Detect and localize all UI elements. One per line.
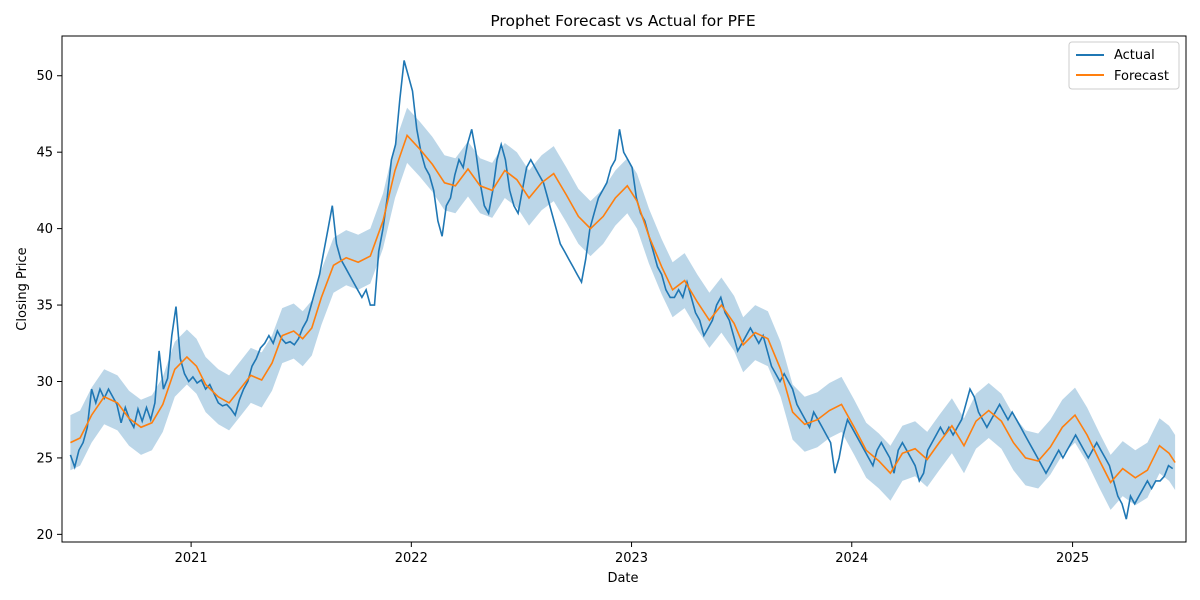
actual-series-line: [69, 60, 1174, 520]
legend-actual-label: Actual: [1114, 48, 1155, 63]
legend: Actual Forecast: [1068, 41, 1180, 90]
plot-frame: [61, 35, 1187, 543]
x-tick-label: 2022: [395, 551, 428, 566]
chart-title: Prophet Forecast vs Actual for PFE: [490, 12, 755, 30]
y-tick-label: 35: [36, 299, 53, 314]
legend-forecast-label: Forecast: [1114, 69, 1169, 84]
x-axis: 2021 2022 2023 2024 2025: [175, 542, 1089, 566]
x-axis-label: Date: [607, 571, 638, 586]
legend-box: [1068, 41, 1180, 90]
forecast-series-line: [70, 133, 1176, 484]
y-tick-label: 40: [36, 222, 53, 237]
y-tick-label: 20: [36, 528, 53, 543]
x-tick-label: 2021: [175, 551, 208, 566]
y-tick-label: 50: [36, 69, 53, 84]
x-tick-label: 2023: [615, 551, 648, 566]
y-axis: 20 25 30 35 40 45 50: [36, 69, 62, 543]
x-tick-label: 2025: [1056, 551, 1089, 566]
plot-area: [69, 60, 1176, 520]
y-axis-label: Closing Price: [15, 247, 30, 330]
y-tick-label: 30: [36, 375, 53, 390]
forecast-interval-band: [70, 107, 1176, 510]
x-tick-label: 2024: [835, 551, 868, 566]
y-tick-label: 45: [36, 146, 53, 161]
y-tick-label: 25: [36, 451, 53, 466]
